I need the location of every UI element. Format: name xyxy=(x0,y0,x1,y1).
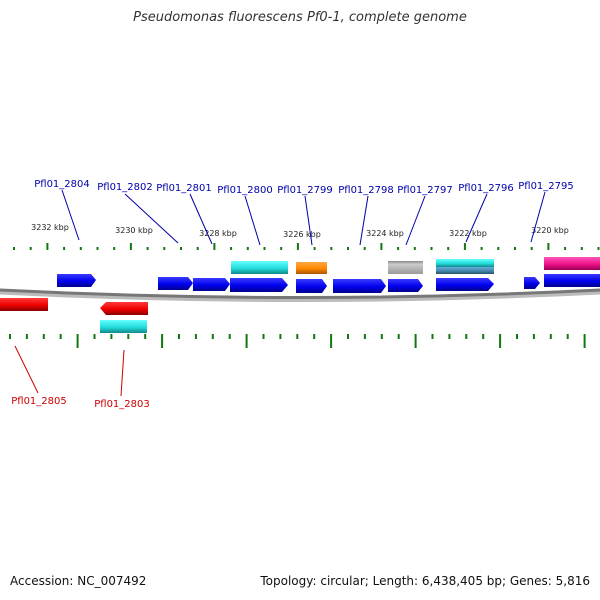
genome-backbone-shadow xyxy=(0,289,600,302)
gene-label[interactable]: Pfl01_2795 xyxy=(518,181,574,192)
feature-block-cyan[interactable] xyxy=(436,259,494,267)
feature-block-teal[interactable] xyxy=(436,267,494,274)
accession-label: Accession: NC_007492 xyxy=(10,574,147,588)
gene-label[interactable]: Pfl01_2805 xyxy=(11,396,67,407)
gene-label[interactable]: Pfl01_2801 xyxy=(156,183,212,194)
feature-block-gray[interactable] xyxy=(388,261,423,274)
map-title: Pseudomonas fluorescens Pf0-1, complete … xyxy=(133,10,467,25)
gene-label[interactable]: Pfl01_2798 xyxy=(338,185,394,196)
gene-label[interactable]: Pfl01_2800 xyxy=(217,185,273,196)
gene-label[interactable]: Pfl01_2797 xyxy=(397,185,453,196)
gene-label[interactable]: Pfl01_2802 xyxy=(97,182,153,193)
gene-label[interactable]: Pfl01_2803 xyxy=(94,399,150,410)
cds-arrow[interactable] xyxy=(296,279,327,293)
cds-arrow[interactable] xyxy=(230,278,288,292)
feature-block-magenta[interactable] xyxy=(544,257,600,270)
scale-label: 3226 kbp xyxy=(283,230,321,239)
cds-arrow[interactable] xyxy=(158,277,193,290)
forward-gene-labels: Pfl01_2804 Pfl01_2802 Pfl01_2801 Pfl01_2800… xyxy=(34,179,574,196)
lower-tick-row xyxy=(9,334,586,348)
scale-label: 3220 kbp xyxy=(531,226,569,235)
gene-label[interactable]: Pfl01_2796 xyxy=(458,183,514,194)
cds-block[interactable] xyxy=(544,274,600,287)
scale-label: 3224 kbp xyxy=(366,229,404,238)
reverse-leader-lines xyxy=(14,345,125,397)
cds-arrow[interactable] xyxy=(436,278,494,291)
scale-label: 3222 kbp xyxy=(449,229,487,238)
scale-label: 3232 kbp xyxy=(31,223,69,232)
genome-backbone xyxy=(0,288,600,299)
scale-labels: 3232 kbp 3230 kbp 3228 kbp 3226 kbp 3224 kbp… xyxy=(31,223,569,239)
genome-stats: Topology: circular; Length: 6,438,405 bp… xyxy=(260,574,590,588)
upper-tick-row xyxy=(13,243,600,250)
reverse-gene-labels: Pfl01_2805 Pfl01_2803 xyxy=(11,396,150,410)
cds-arrow[interactable] xyxy=(333,279,386,293)
scale-label: 3230 kbp xyxy=(115,226,153,235)
feature-block-orange[interactable] xyxy=(296,262,327,274)
cds-arrow[interactable] xyxy=(193,278,230,291)
reverse-cds-arrow[interactable] xyxy=(100,302,148,315)
gene-label[interactable]: Pfl01_2804 xyxy=(34,179,90,190)
feature-block-cyan[interactable] xyxy=(100,320,147,333)
gene-features xyxy=(0,257,600,333)
cds-arrow[interactable] xyxy=(524,277,540,289)
cds-arrow[interactable] xyxy=(57,274,96,287)
feature-block-cyan[interactable] xyxy=(231,261,288,274)
gene-label[interactable]: Pfl01_2799 xyxy=(277,185,333,196)
scale-label: 3228 kbp xyxy=(199,229,237,238)
forward-leader-lines xyxy=(61,189,546,246)
reverse-cds-block[interactable] xyxy=(0,298,48,311)
cds-arrow[interactable] xyxy=(388,279,423,292)
